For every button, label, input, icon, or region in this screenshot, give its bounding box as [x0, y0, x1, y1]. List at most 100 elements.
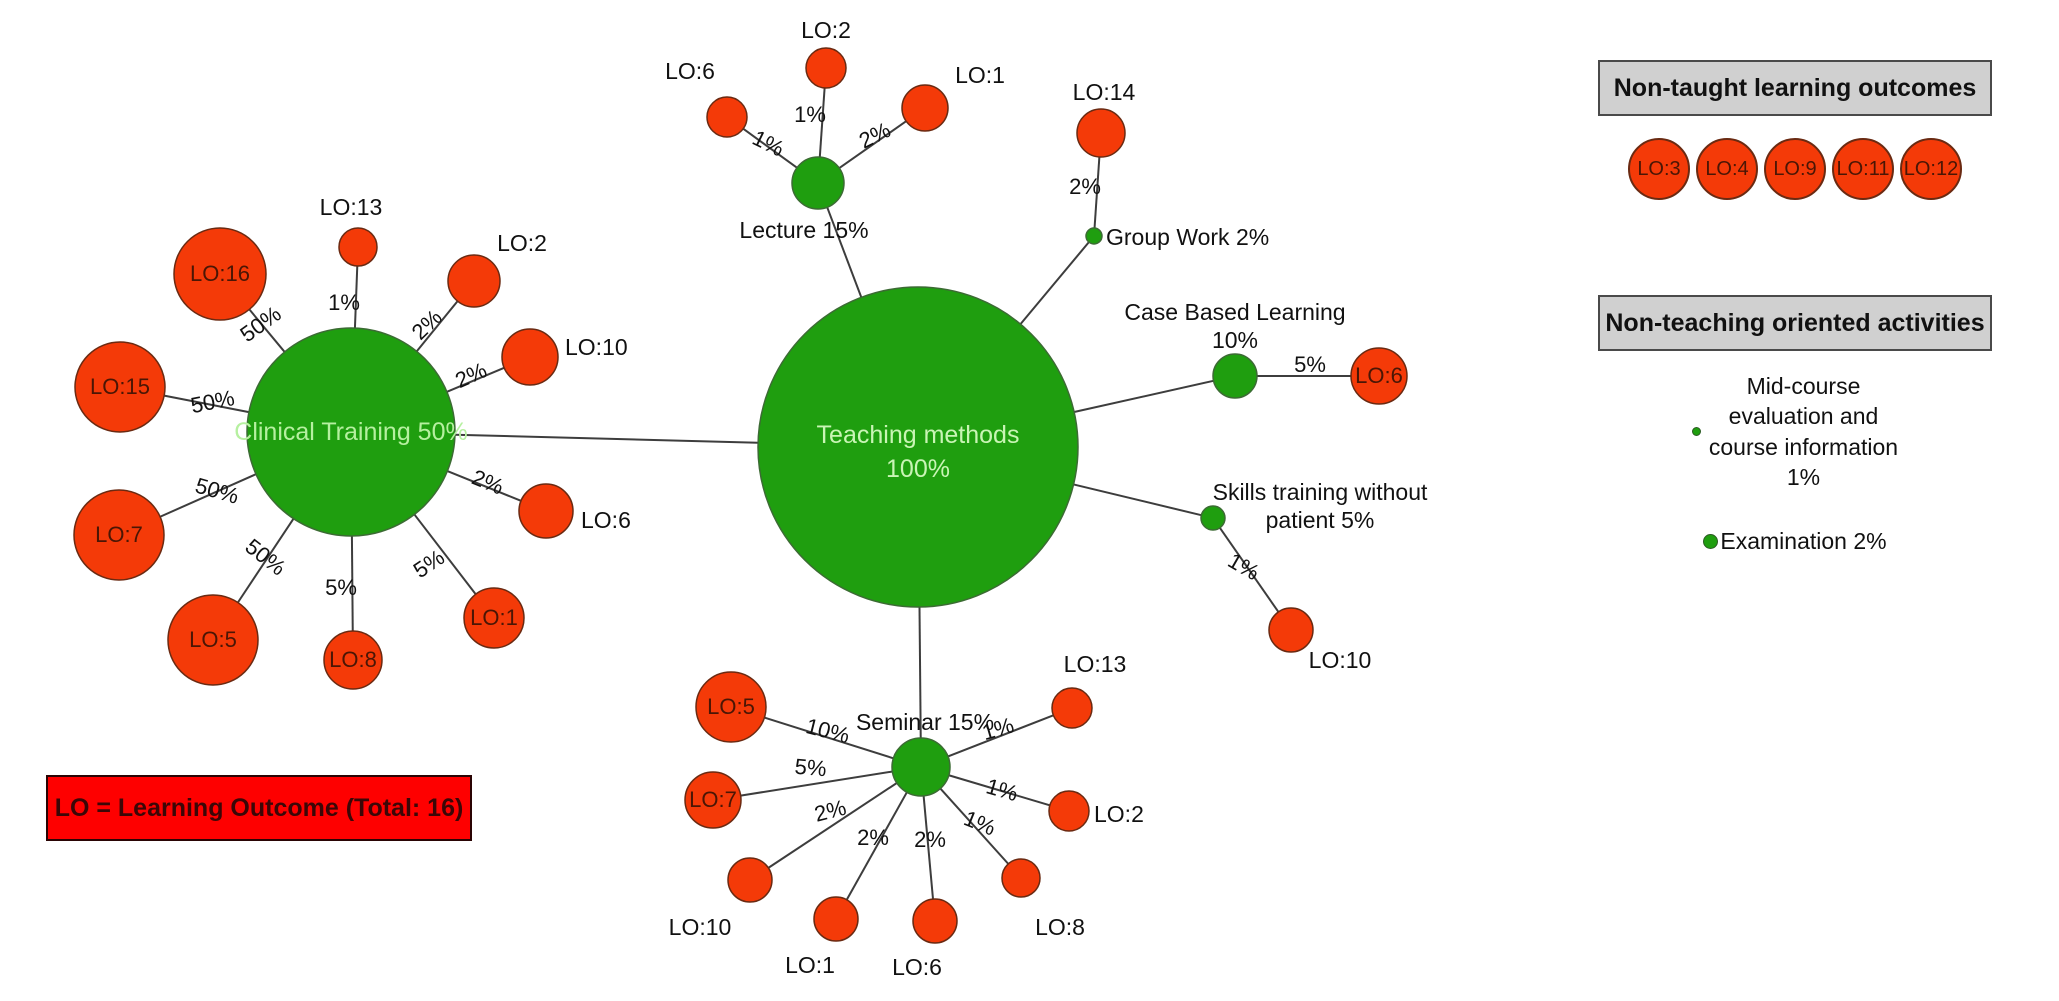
node-label-teaching: Teaching methods	[817, 421, 1020, 449]
node-label-sem_lo2: LO:2	[1094, 801, 1144, 827]
edge-seminar-to-sem_lo10	[767, 782, 898, 869]
activity-midcourse-percent: 1%	[1786, 464, 1821, 491]
edge-weight-label: 1%	[983, 773, 1020, 806]
activity-item-examination: Examination 2%	[1598, 526, 1992, 556]
node-label-sk_lo10: LO:10	[1309, 647, 1372, 673]
node-label-cl_lo10: LO:10	[565, 334, 628, 360]
node-lec_lo2[interactable]	[805, 47, 847, 89]
edge-teaching-to-cbl	[1073, 379, 1214, 414]
node-labels-layer: Teaching methods 100% Clinical Training 50…	[90, 17, 1428, 980]
node-seminar[interactable]	[891, 737, 951, 797]
node-label-cl_lo16: LO:16	[190, 261, 250, 286]
node-label-sem_lo13: LO:13	[1064, 651, 1127, 677]
edge-seminar-to-sem_lo1	[845, 791, 908, 901]
lo-definition-legend: LO = Learning Outcome (Total: 16)	[46, 775, 472, 841]
node-label-cl_lo13: LO:13	[320, 194, 383, 220]
edge-clinical-to-cl_lo10	[446, 366, 505, 393]
edge-weight-label: 1%	[1224, 548, 1264, 586]
non-teaching-activities-title: Non-teaching oriented activities	[1598, 295, 1992, 351]
edge-clinical-to-cl_lo15	[163, 394, 250, 414]
edge-weight-label: 50%	[192, 473, 241, 509]
node-label-groupwork: Group Work 2%	[1106, 224, 1269, 250]
node-sem_lo2[interactable]	[1048, 790, 1090, 832]
node-sk_lo10[interactable]	[1268, 607, 1314, 653]
edge-lecture-to-lec_lo6	[742, 127, 798, 169]
node-gw_lo14[interactable]	[1076, 108, 1126, 158]
node-label-clinical: Clinical Training 50%	[234, 418, 467, 446]
edge-weight-label: 2%	[914, 827, 946, 852]
non-taught-outcome-chip[interactable]: LO:3	[1628, 138, 1690, 200]
node-cl_lo1[interactable]	[463, 587, 525, 649]
edge-clinical-to-cl_lo16	[248, 308, 286, 353]
lo-definition-text: LO = Learning Outcome (Total: 16)	[54, 793, 464, 822]
node-label-cl_lo15: LO:15	[90, 374, 150, 399]
node-sem_lo1[interactable]	[813, 896, 859, 942]
edge-clinical-to-cl_lo13	[353, 265, 359, 329]
non-taught-outcome-chip[interactable]: LO:4	[1696, 138, 1758, 200]
nodes-layer	[73, 47, 1408, 944]
node-label-sem_lo6: LO:6	[892, 954, 942, 980]
edge-weight-label: 2%	[857, 825, 889, 850]
activity-midcourse-line1: Mid-course	[1746, 373, 1861, 399]
node-label-sem_lo8: LO:8	[1035, 914, 1085, 940]
node-label-sem_lo10: LO:10	[669, 914, 732, 940]
node-label-cbl: Case Based Learning	[1124, 299, 1345, 325]
node-sem_lo6[interactable]	[912, 898, 958, 944]
node-label-cl_lo7: LO:7	[95, 522, 143, 547]
edge-teaching-to-lecture	[826, 206, 863, 298]
node-cbl_lo6[interactable]	[1350, 347, 1408, 405]
non-taught-outcomes-title: Non-taught learning outcomes	[1598, 60, 1992, 116]
node-cbl[interactable]	[1212, 353, 1258, 399]
edge-skills-to-sk_lo10	[1219, 527, 1280, 613]
green-dot-icon	[1703, 534, 1719, 550]
non-taught-outcome-chip[interactable]: LO:11	[1832, 138, 1894, 200]
node-skills[interactable]	[1200, 505, 1226, 531]
green-dot-icon	[1691, 427, 1701, 437]
node-lecture[interactable]	[791, 156, 845, 210]
activity-item-midcourse: Mid-course evaluation and course informa…	[1598, 371, 1992, 492]
non-teaching-activities-panel: Non-teaching oriented activities Mid-cou…	[1598, 295, 1992, 557]
node-lec_lo6[interactable]	[706, 96, 748, 138]
node-lec_lo1[interactable]	[901, 84, 949, 132]
node-sem_lo5[interactable]	[695, 671, 767, 743]
non-taught-outcome-chip[interactable]: LO:9	[1764, 138, 1826, 200]
edge-clinical-to-cl_lo1	[413, 513, 477, 595]
edge-weight-label: 2%	[1069, 174, 1101, 199]
edge-weight-label: 2%	[407, 305, 447, 345]
node-cl_lo7[interactable]	[73, 489, 165, 581]
node-groupwork[interactable]	[1085, 227, 1103, 245]
node-cl_lo6[interactable]	[518, 483, 574, 539]
node-label-seminar: Seminar 15%	[856, 709, 994, 735]
edge-weight-label: 1%	[794, 102, 826, 127]
node-label-cl_lo1: LO:1	[470, 605, 518, 630]
edge-seminar-to-sem_lo2	[948, 774, 1051, 807]
node-sem_lo8[interactable]	[1001, 858, 1041, 898]
node-cl_lo16[interactable]	[173, 227, 267, 321]
node-sem_lo10[interactable]	[727, 857, 773, 903]
node-cl_lo10[interactable]	[501, 328, 559, 386]
edge-lecture-to-lec_lo1	[838, 120, 907, 169]
node-cl_lo13[interactable]	[338, 227, 378, 267]
node-cl_lo2[interactable]	[447, 254, 501, 308]
non-taught-outcome-chip[interactable]: LO:12	[1900, 138, 1962, 200]
edge-clinical-to-cl_lo8	[350, 535, 354, 632]
node-teaching[interactable]	[757, 286, 1079, 608]
node-cl_lo5[interactable]	[167, 594, 259, 686]
edge-weight-label: 1%	[328, 290, 360, 315]
edge-weight-label: 2%	[855, 117, 895, 153]
node-label2-cbl: 10%	[1212, 327, 1258, 353]
node-label-cbl_lo6: LO:6	[1355, 363, 1403, 388]
edge-groupwork-to-gw_lo14	[1093, 156, 1101, 229]
non-taught-outcomes-panel: Non-taught learning outcomes LO:3 LO:4 LO:…	[1598, 60, 1992, 200]
node-cl_lo15[interactable]	[74, 341, 166, 433]
node-clinical[interactable]	[246, 327, 456, 537]
activity-midcourse-line3: course information	[1708, 433, 1899, 460]
edges-layer	[159, 87, 1351, 901]
edge-seminar-to-sem_lo7	[740, 770, 893, 797]
node-sem_lo7[interactable]	[684, 771, 742, 829]
node-sem_lo13[interactable]	[1051, 687, 1093, 729]
node-cl_lo8[interactable]	[323, 630, 383, 690]
node-label-cl_lo6: LO:6	[581, 507, 631, 533]
edge-weight-label: 50%	[241, 534, 291, 581]
